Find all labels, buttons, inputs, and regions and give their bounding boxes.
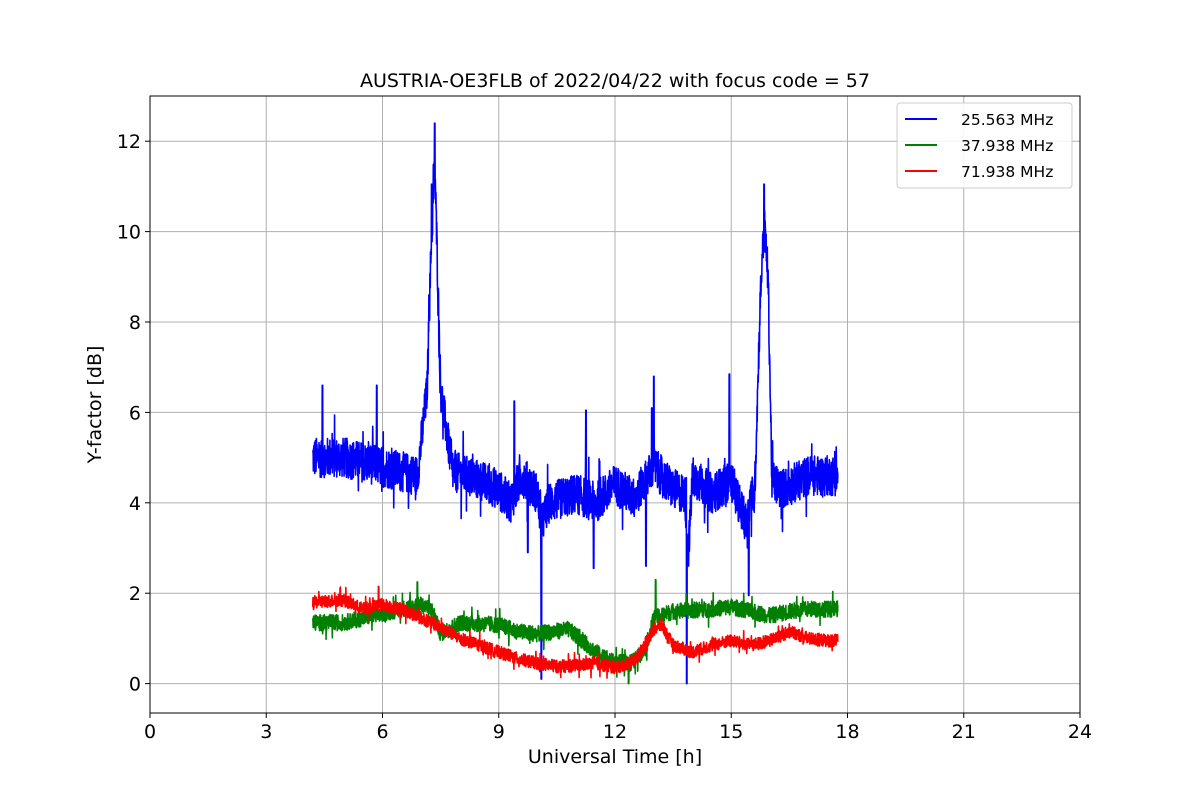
series-line-2 [311, 585, 839, 679]
x-tick-label: 0 [144, 721, 156, 743]
x-tick-label: 18 [835, 721, 859, 743]
y-tick-label: 8 [129, 312, 141, 334]
x-tick-label: 6 [376, 721, 388, 743]
legend-label-0: 25.563 MHz [961, 111, 1053, 129]
x-tick-label: 3 [260, 721, 272, 743]
x-axis-label: Universal Time [h] [528, 746, 702, 768]
y-tick-label: 6 [129, 402, 141, 424]
x-tick-label: 24 [1068, 721, 1092, 743]
legend: 25.563 MHz 37.938 MHz 71.938 MHz [896, 102, 1073, 189]
x-tick-label: 21 [952, 721, 976, 743]
y-tick-label: 10 [117, 222, 141, 244]
y-tick-label: 12 [117, 131, 141, 153]
legend-label-2: 71.938 MHz [961, 163, 1053, 181]
y-axis-label: Y-factor [dB] [84, 346, 106, 465]
series-line-0 [311, 122, 839, 685]
x-tick-label: 12 [603, 721, 627, 743]
series-layer [311, 122, 839, 685]
y-tick-label: 2 [129, 583, 141, 605]
y-tick-label: 4 [129, 493, 141, 515]
y-tick-label: 0 [129, 674, 141, 696]
x-tick-label: 9 [493, 721, 505, 743]
chart-title: AUSTRIA-OE3FLB of 2022/04/22 with focus … [360, 70, 870, 92]
legend-box [896, 102, 1073, 189]
legend-label-1: 37.938 MHz [961, 137, 1053, 155]
x-tick-label: 15 [719, 721, 743, 743]
